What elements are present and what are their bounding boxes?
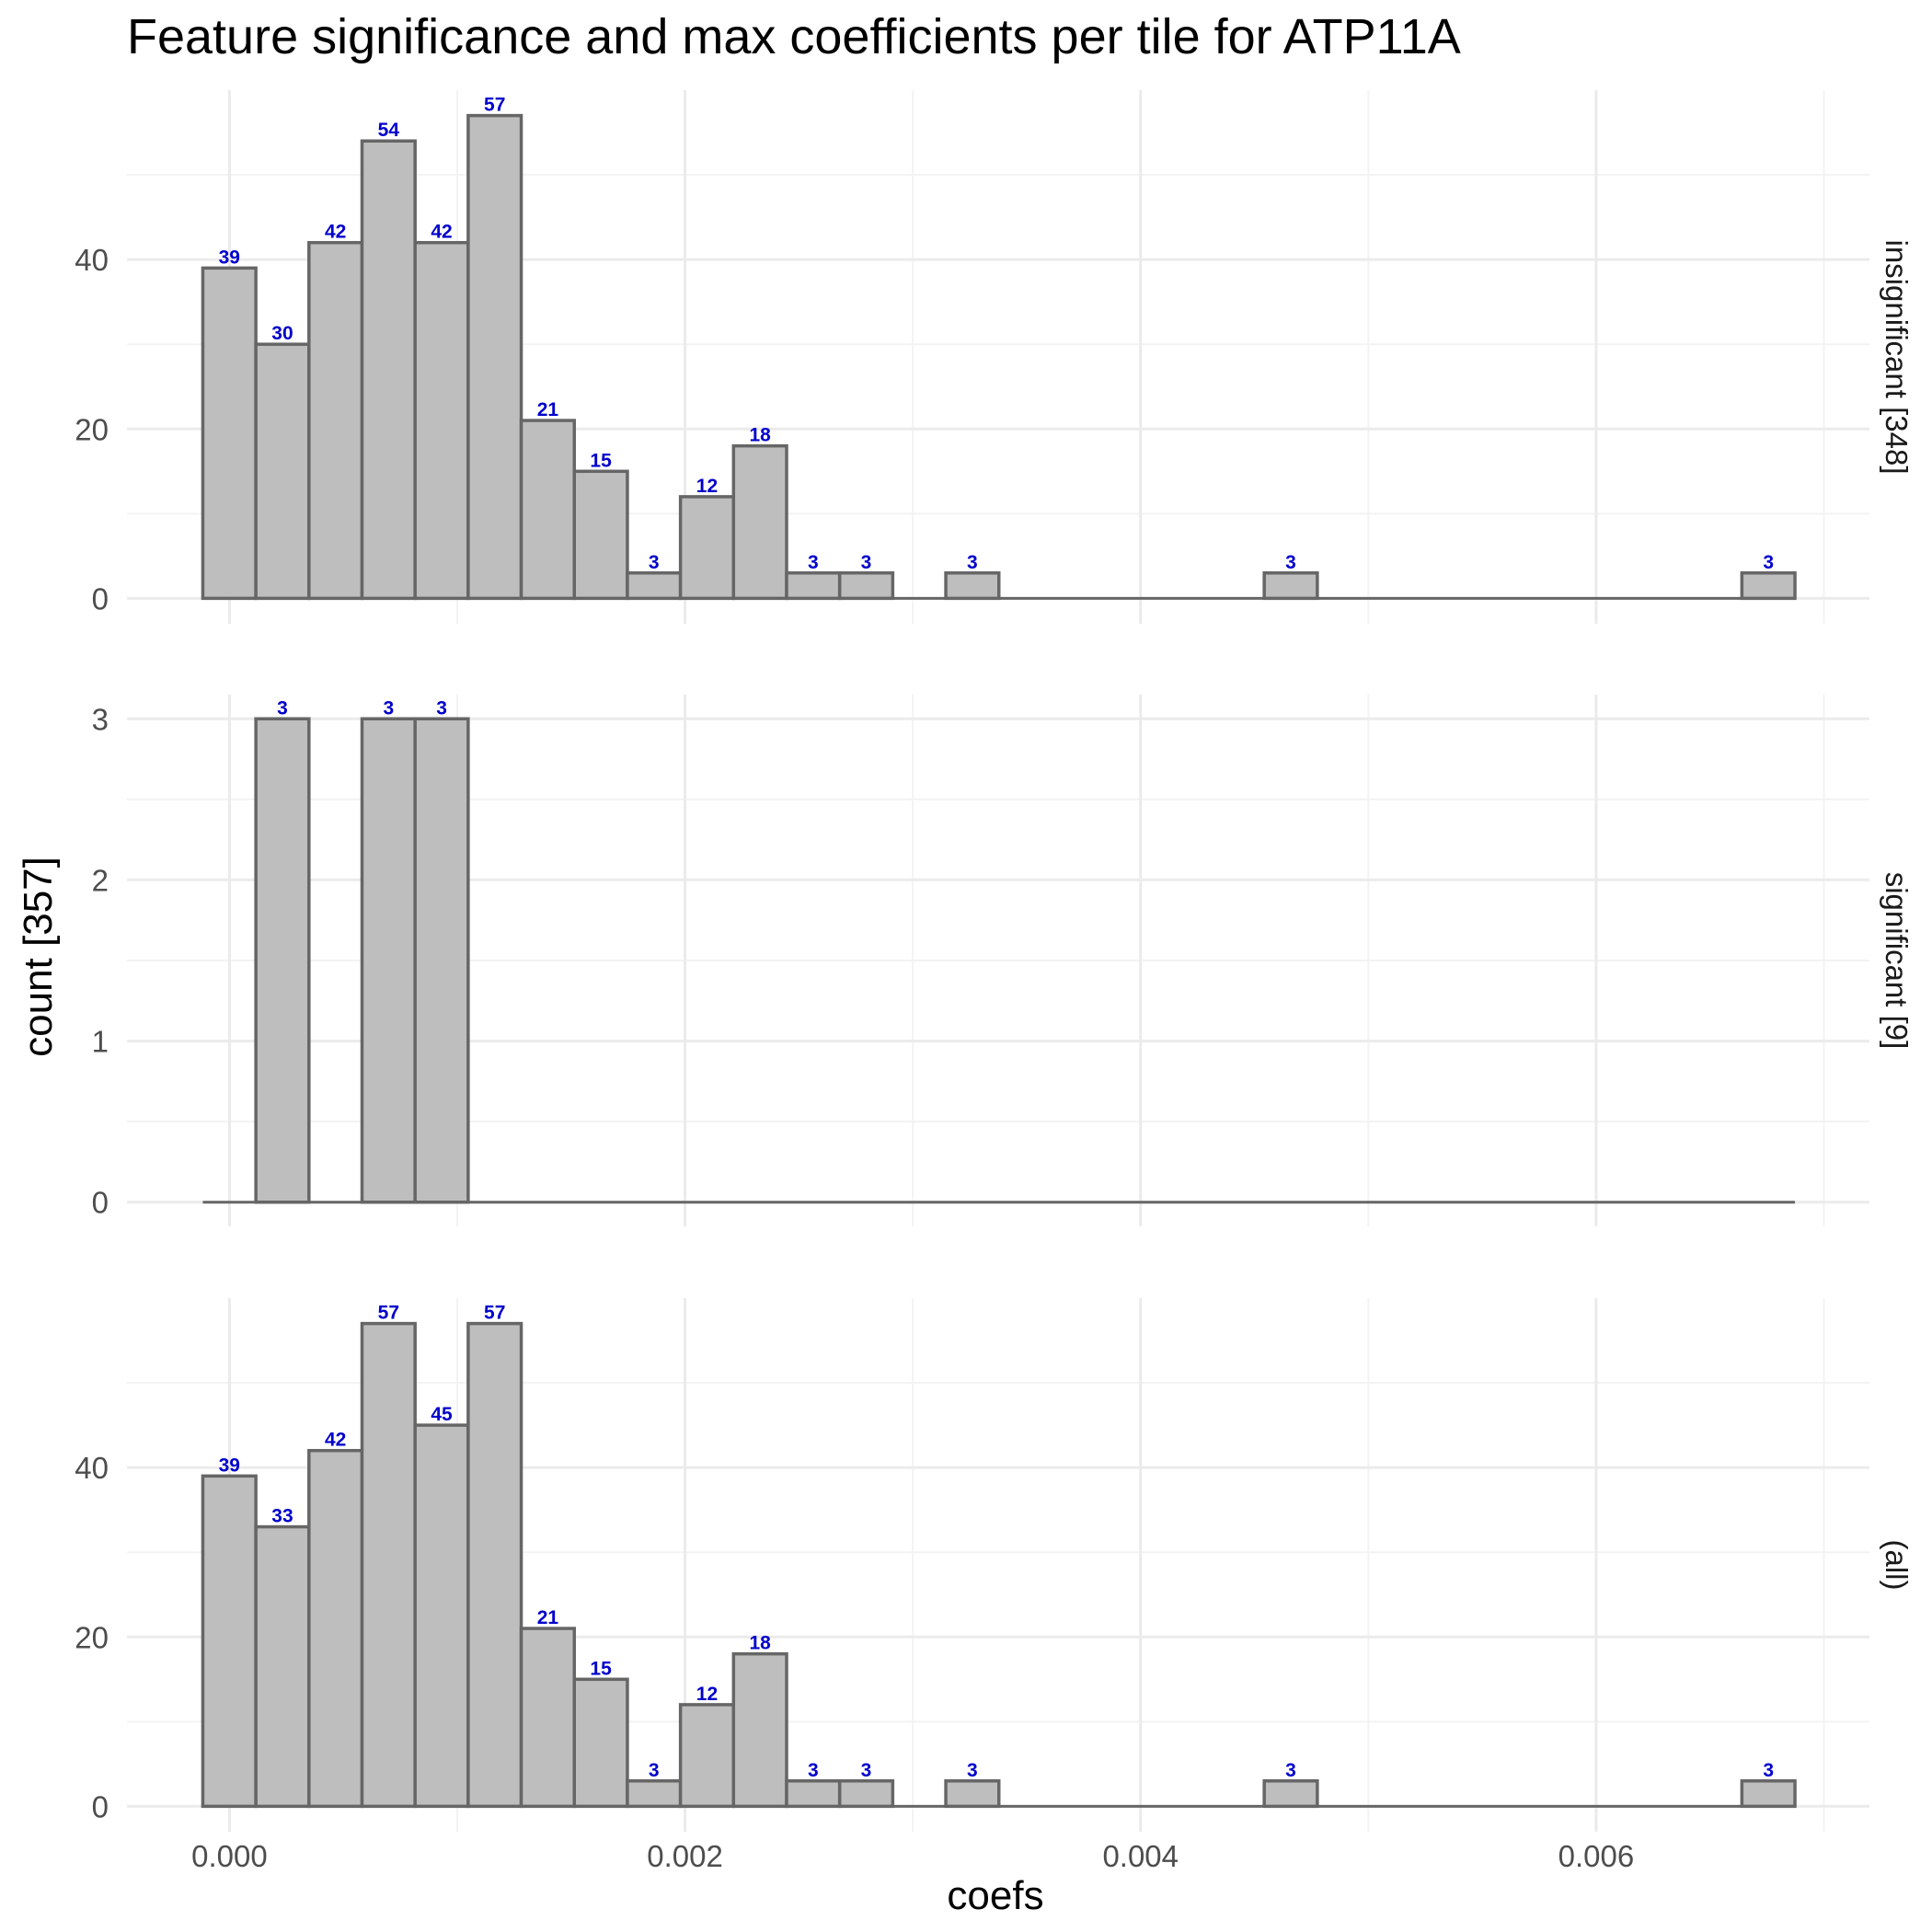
histogram-bar <box>731 443 788 601</box>
bar-count-label: 45 <box>431 1404 453 1425</box>
bar-count-label: 3 <box>436 697 447 719</box>
bar-count-label: 57 <box>484 1303 505 1324</box>
bar-count-label: 18 <box>749 1633 771 1654</box>
bar-count-label: 57 <box>484 95 505 116</box>
bar-count-label: 15 <box>590 450 612 471</box>
y-tick-label: 2 <box>92 863 109 897</box>
facet-strip-label: significant [9] <box>1880 872 1914 1050</box>
bar-count-label: 3 <box>1285 1760 1296 1781</box>
histogram-bar <box>944 571 1001 601</box>
bar-count-label: 15 <box>590 1658 612 1679</box>
bar-count-label: 3 <box>1763 1760 1774 1781</box>
histogram-bar <box>572 1677 629 1809</box>
bar-count-label: 33 <box>271 1506 293 1527</box>
panel-0: 0 20 40 39 30 42 54 42 57 21 15 3 12 18 3 3 3 3 3 insignifi… <box>75 90 1914 624</box>
bar-count-label: 3 <box>649 1760 660 1781</box>
bar-count-label: 12 <box>696 476 718 497</box>
bar-count-label: 3 <box>1285 552 1296 573</box>
histogram-bar <box>944 1779 1001 1809</box>
y-tick-label: 0 <box>92 1186 109 1220</box>
histogram-bar <box>413 1423 470 1809</box>
x-tick-label: 0.002 <box>647 1839 723 1873</box>
y-tick-label: 1 <box>92 1025 109 1059</box>
facet-strip-label: (all) <box>1880 1540 1914 1591</box>
histogram-bar <box>413 240 470 601</box>
histogram-bar <box>413 717 470 1204</box>
histogram-bar <box>678 495 736 601</box>
histogram-bar <box>307 1448 364 1809</box>
bar-count-label: 30 <box>271 323 293 344</box>
histogram-bar <box>360 717 417 1204</box>
histogram-bar <box>837 571 895 601</box>
histogram-bar <box>1262 571 1319 601</box>
histogram-bar <box>201 1474 258 1809</box>
x-tick-label: 0.004 <box>1102 1839 1179 1873</box>
bar-count-label: 42 <box>325 1430 346 1451</box>
bar-count-label: 12 <box>696 1684 718 1705</box>
bar-count-label: 3 <box>967 1760 978 1781</box>
histogram-bar <box>678 1703 736 1809</box>
bar-count-label: 57 <box>378 1303 399 1324</box>
histogram-bar <box>626 571 683 601</box>
bar-count-label: 21 <box>537 1607 559 1628</box>
facet-strip-label: insignificant [348] <box>1880 240 1914 475</box>
bar-count-label: 3 <box>967 552 978 573</box>
histogram-bar <box>626 1779 683 1809</box>
bar-count-label: 3 <box>384 697 395 719</box>
y-tick-label: 0 <box>92 581 109 615</box>
panel-1: 0 1 2 3 3 3 3 significant [9] <box>92 695 1914 1226</box>
y-axis-title: count [357] <box>16 857 61 1057</box>
histogram-bar <box>254 1524 311 1809</box>
y-tick-label: 20 <box>75 412 109 446</box>
histogram-bar <box>201 266 258 601</box>
histogram-bar <box>785 1779 842 1809</box>
bar-count-label: 42 <box>431 222 452 243</box>
bar-count-label: 3 <box>808 1760 819 1781</box>
bar-count-label: 3 <box>808 552 819 573</box>
bar-count-label: 21 <box>537 399 559 420</box>
histogram-bar <box>1262 1779 1319 1809</box>
histogram-bar <box>254 342 311 601</box>
bar-count-label: 3 <box>277 697 288 719</box>
bar-count-label: 39 <box>219 1455 240 1476</box>
histogram-bar <box>360 139 417 601</box>
histogram-bar <box>466 113 523 601</box>
chart-title: Feature significance and max coefficient… <box>127 9 1461 64</box>
bar-count-label: 3 <box>1763 552 1774 573</box>
y-tick-label: 40 <box>75 243 109 277</box>
x-tick-label: 0.000 <box>191 1839 268 1873</box>
x-tick-label: 0.006 <box>1558 1839 1635 1873</box>
histogram-bar <box>731 1651 788 1809</box>
histogram-bar <box>837 1779 895 1809</box>
bar-count-label: 54 <box>378 120 400 141</box>
x-axis-title: coefs <box>947 1873 1043 1918</box>
bar-count-label: 39 <box>219 247 240 268</box>
y-tick-label: 0 <box>92 1789 109 1823</box>
histogram-bar <box>1740 1779 1797 1809</box>
histogram-bar <box>466 1321 523 1809</box>
histogram-bar <box>519 1627 577 1809</box>
y-tick-label: 3 <box>92 702 109 736</box>
histogram-bar <box>1740 571 1797 601</box>
bar-count-label: 3 <box>861 552 872 573</box>
histogram-bar <box>360 1321 417 1809</box>
histogram-bar <box>519 419 577 601</box>
bar-count-label: 3 <box>649 552 660 573</box>
y-tick-label: 20 <box>75 1620 109 1654</box>
histogram-bar <box>572 469 629 601</box>
histogram-bar <box>307 240 364 601</box>
histogram-bar <box>254 717 311 1204</box>
bar-count-label: 42 <box>325 222 346 243</box>
histogram-bar <box>785 571 842 601</box>
bar-count-label: 3 <box>861 1760 872 1781</box>
y-tick-label: 40 <box>75 1451 109 1485</box>
bar-count-label: 18 <box>749 425 771 446</box>
